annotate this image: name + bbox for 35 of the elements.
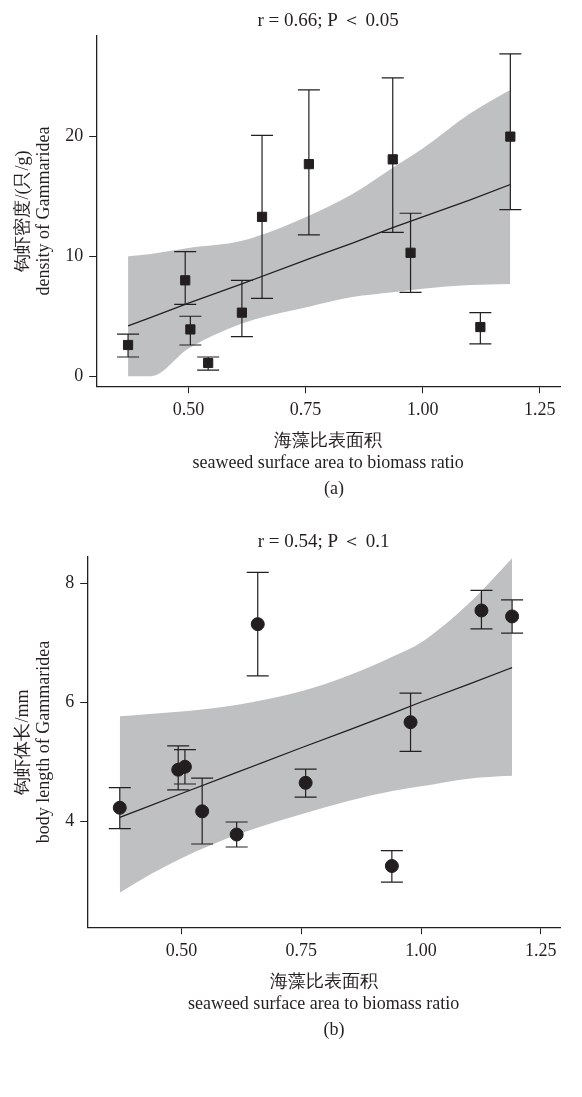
- x-tick-label: 0.75: [285, 939, 318, 960]
- y-tick-label: 4: [65, 810, 75, 831]
- point: [505, 131, 516, 142]
- point: [403, 715, 418, 730]
- y-tick-label: 8: [65, 572, 75, 593]
- y-tick-label: 0: [74, 364, 84, 385]
- point: [185, 324, 196, 335]
- point: [474, 603, 489, 618]
- chart-title: r = 0.54; P ＜ 0.1: [257, 530, 390, 552]
- point: [387, 154, 398, 165]
- text: (a): [323, 478, 345, 499]
- x-tick-label: 0.50: [172, 398, 205, 419]
- y-axis-title: 钩虾密度/(只/g) density of Gammaridea: [11, 126, 54, 296]
- point: [229, 827, 244, 842]
- x-tick-label: 1.25: [525, 939, 557, 960]
- point: [195, 804, 210, 819]
- point: [298, 775, 313, 790]
- x-axis-title: 海藻比表面积 seaweed surface area to biomass ratio: [192, 430, 464, 472]
- x-tick-label: 1.25: [524, 398, 556, 419]
- y-tick-label: 10: [65, 245, 84, 266]
- point: [250, 617, 265, 632]
- x-tick-label: 0.75: [289, 398, 322, 419]
- chart-title: r = 0.66; P ＜ 0.05: [257, 9, 399, 31]
- y-tick-label: 20: [65, 125, 84, 146]
- y-axis-title: 钩虾体长/mm body length of Gammaridea: [11, 640, 54, 844]
- point: [180, 275, 191, 286]
- x-tick-label: 0.50: [165, 939, 198, 960]
- x-tick-label: 1.00: [405, 939, 437, 960]
- y-tick-label: 6: [65, 691, 75, 712]
- x-tick-label: 1.00: [406, 398, 439, 419]
- text: (b): [322, 1019, 346, 1040]
- point: [112, 800, 127, 815]
- point: [405, 247, 416, 258]
- x-axis-title: 海藻比表面积 seaweed surface area to biomass ratio: [187, 971, 460, 1013]
- point: [475, 321, 486, 333]
